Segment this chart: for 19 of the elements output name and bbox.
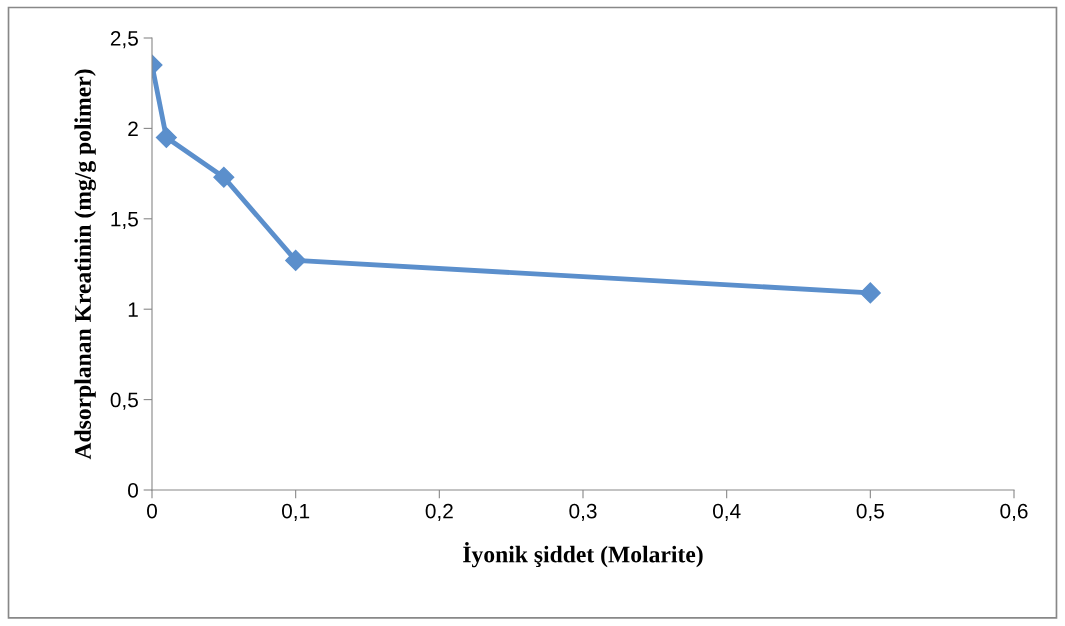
- y-tick-label: 1,5: [111, 212, 138, 230]
- y-tick-label: 2,5: [110, 31, 138, 49]
- y-tick-label: 0: [128, 483, 138, 498]
- point: [285, 249, 307, 271]
- point: [155, 126, 177, 148]
- x-tick-label: 0,3: [569, 503, 597, 521]
- point: [859, 282, 881, 304]
- y-axis-title: Adsorplanan Kreatinin (mg/g polimer): [74, 69, 96, 460]
- x-tick-label: 0: [147, 503, 157, 519]
- point: [213, 166, 235, 188]
- y-tick-label: 2: [128, 121, 138, 136]
- x-tick-label: 0,1: [282, 503, 310, 521]
- x-tick-label: 0,4: [713, 503, 741, 521]
- x-axis-title: İyonik şiddet (Molarite): [463, 542, 703, 568]
- x-tick-label: 0,5: [856, 503, 884, 521]
- x-tick-label: 0,6: [1000, 503, 1028, 521]
- y-tick-label: 1: [128, 302, 138, 317]
- x-tick-label: 0,2: [425, 503, 453, 521]
- y-tick-label: 0,5: [110, 392, 138, 410]
